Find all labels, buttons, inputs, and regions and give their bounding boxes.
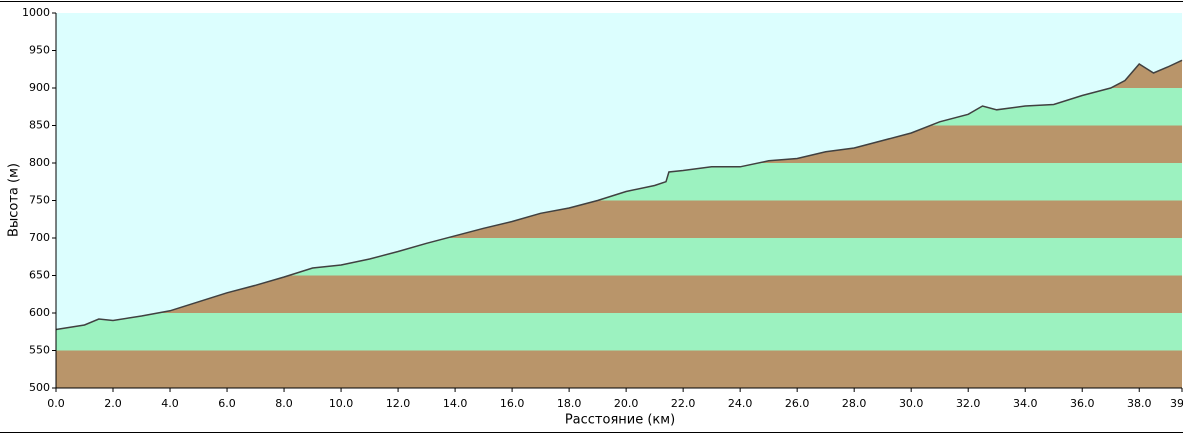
x-tick-label: 39.5 [1170,397,1183,410]
x-axis-title: Расстояние (км) [565,413,675,428]
y-tick-label: 800 [29,156,50,169]
x-tick-label: 26.0 [785,397,810,410]
y-tick-label: 1000 [22,6,50,19]
x-tick-label: 8.0 [275,397,293,410]
elevation-band [56,313,1182,351]
elevation-band [56,350,1182,388]
x-tick-label: 14.0 [443,397,468,410]
x-tick-label: 30.0 [899,397,924,410]
y-tick-label: 950 [29,44,50,57]
y-tick-label: 900 [29,81,50,94]
y-tick-label: 600 [29,306,50,319]
y-tick-label: 650 [29,269,50,282]
x-tick-label: 36.0 [1070,397,1095,410]
y-axis-title: Высота (м) [7,163,22,237]
x-tick-label: 6.0 [218,397,236,410]
x-tick-label: 18.0 [557,397,582,410]
x-tick-label: 32.0 [956,397,981,410]
x-tick-label: 2.0 [104,397,122,410]
y-tick-label: 850 [29,119,50,132]
y-tick-label: 750 [29,194,50,207]
x-tick-label: 24.0 [728,397,753,410]
y-tick-label: 700 [29,231,50,244]
y-tick-label: 500 [29,381,50,394]
x-tick-label: 0.0 [47,397,65,410]
x-tick-label: 22.0 [671,397,696,410]
x-tick-label: 10.0 [329,397,354,410]
x-tick-label: 34.0 [1013,397,1038,410]
x-tick-label: 28.0 [842,397,867,410]
x-tick-label: 38.0 [1127,397,1152,410]
x-tick-label: 20.0 [614,397,639,410]
profile-line [55,59,1183,331]
x-tick-label: 16.0 [500,397,525,410]
y-tick-label: 550 [29,344,50,357]
x-tick-label: 12.0 [386,397,411,410]
x-tick-label: 4.0 [161,397,179,410]
